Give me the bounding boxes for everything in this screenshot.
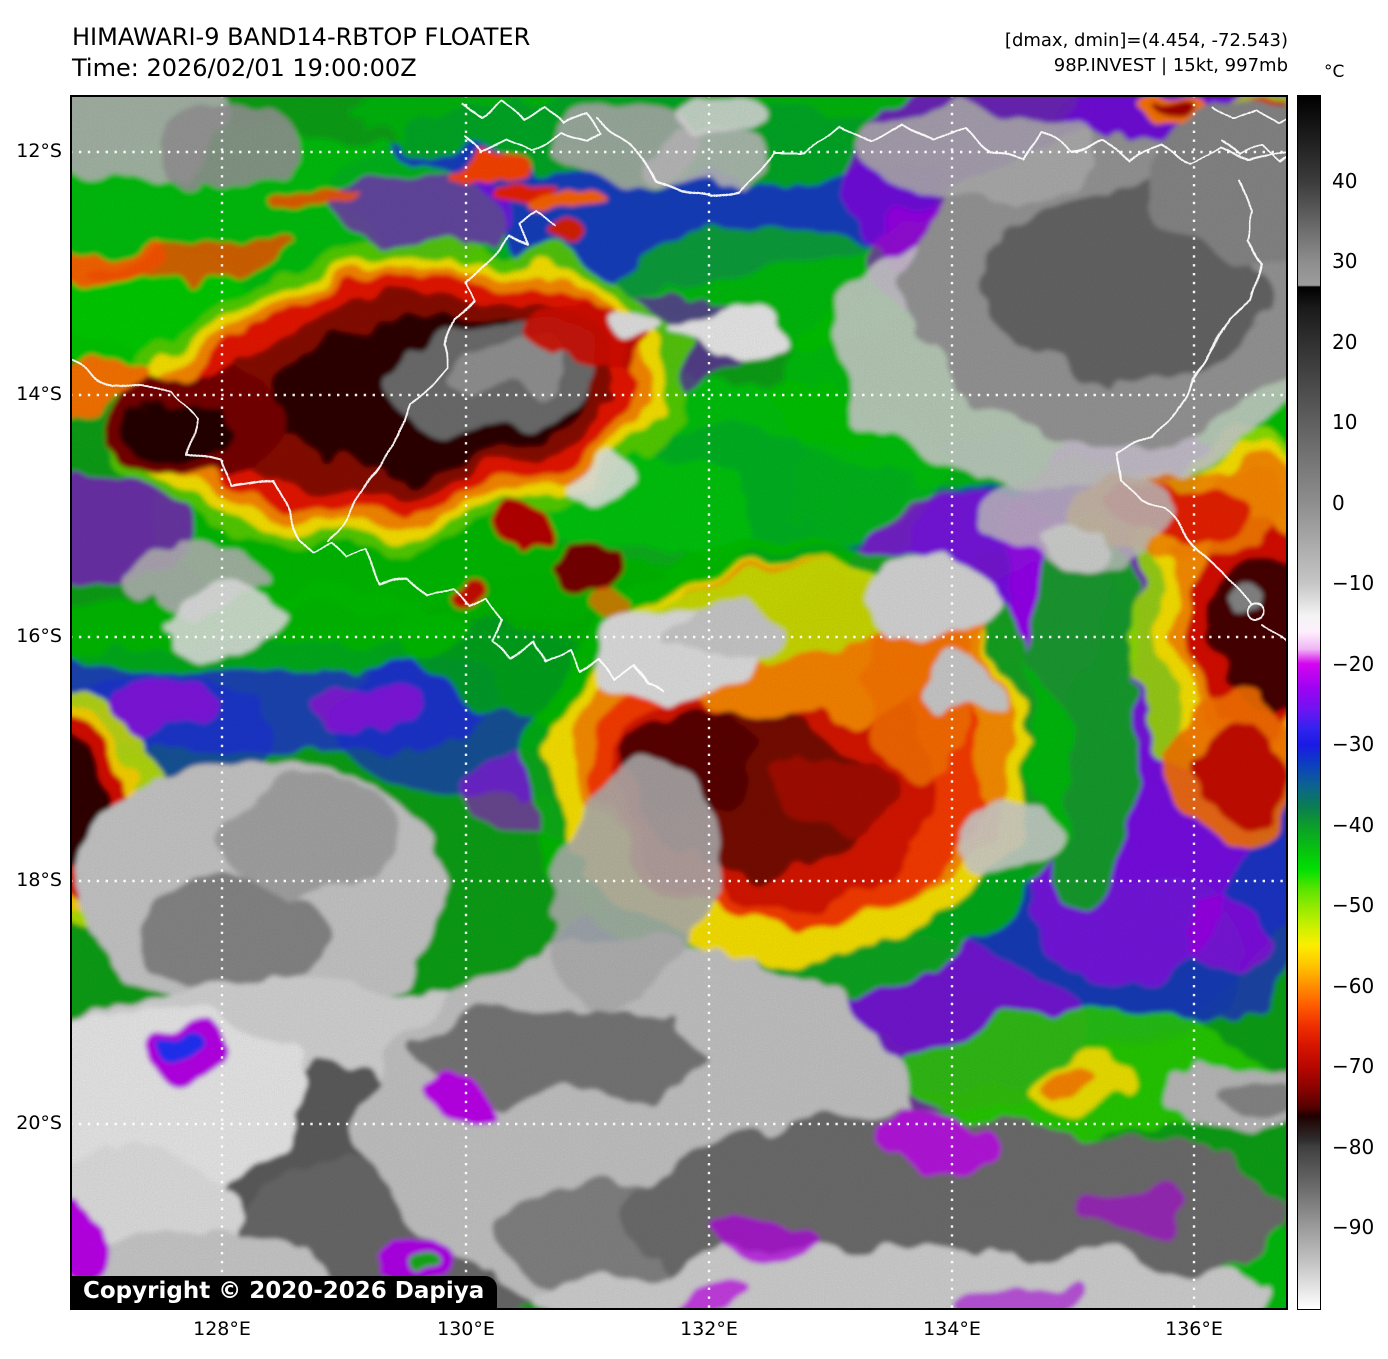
lat-tick-label: 16°S (16, 625, 62, 647)
colorbar-tick-label: −10 (1332, 571, 1375, 595)
satellite-map (70, 95, 1288, 1310)
lat-tick-label: 12°S (16, 140, 62, 162)
lon-tick-label: 134°E (923, 1318, 981, 1340)
colorbar-tick-label: 0 (1332, 491, 1345, 515)
map-border (70, 95, 1288, 1310)
title-block: HIMAWARI-9 BAND14-RBTOP FLOATER Time: 20… (72, 22, 530, 84)
grain-texture (70, 95, 1288, 1310)
imagery-layer (70, 95, 1288, 1310)
coastline-path (70, 100, 1288, 693)
colorbar-tick-label: −90 (1332, 1215, 1375, 1239)
colorbar-tick-label: −20 (1332, 652, 1375, 676)
colorbar-tick-label: 20 (1332, 330, 1358, 354)
lon-tick-label: 130°E (437, 1318, 495, 1340)
lat-tick-label: 18°S (16, 869, 62, 891)
colorbar-tick-label: −70 (1332, 1054, 1375, 1078)
page-title: HIMAWARI-9 BAND14-RBTOP FLOATER (72, 23, 531, 51)
colorbar-tick-label: −80 (1332, 1135, 1375, 1159)
storm-readout: 98P.INVEST | 15kt, 997mb (1053, 55, 1288, 76)
colorbar-tick-label: −30 (1332, 732, 1375, 756)
colorbar-tick-label: 40 (1332, 169, 1358, 193)
colorbar-unit: °C (1324, 62, 1345, 82)
colorbar-tick-label: −40 (1332, 813, 1375, 837)
colorbar-tick-label: 30 (1332, 249, 1358, 273)
lon-tick-label: 128°E (193, 1318, 251, 1340)
lat-tick-label: 20°S (16, 1112, 62, 1134)
lat-tick-label: 14°S (16, 383, 62, 405)
lon-tick-label: 136°E (1165, 1318, 1223, 1340)
dmax-dmin-readout: [dmax, dmin]=(4.454, -72.543) (1004, 30, 1288, 51)
colorbar-tick-label: −50 (1332, 893, 1375, 917)
info-block: [dmax, dmin]=(4.454, -72.543) 98P.INVEST… (1005, 28, 1288, 78)
colorbar-tick-label: 10 (1332, 410, 1358, 434)
gridline (70, 95, 1288, 1310)
lon-tick-label: 132°E (680, 1318, 738, 1340)
colorbar-tick-label: −60 (1332, 974, 1375, 998)
timestamp: Time: 2026/02/01 19:00:00Z (72, 54, 417, 82)
copyright-badge: Copyright © 2020-2026 Dapiya (70, 1276, 498, 1309)
colorbar (1297, 95, 1321, 1310)
